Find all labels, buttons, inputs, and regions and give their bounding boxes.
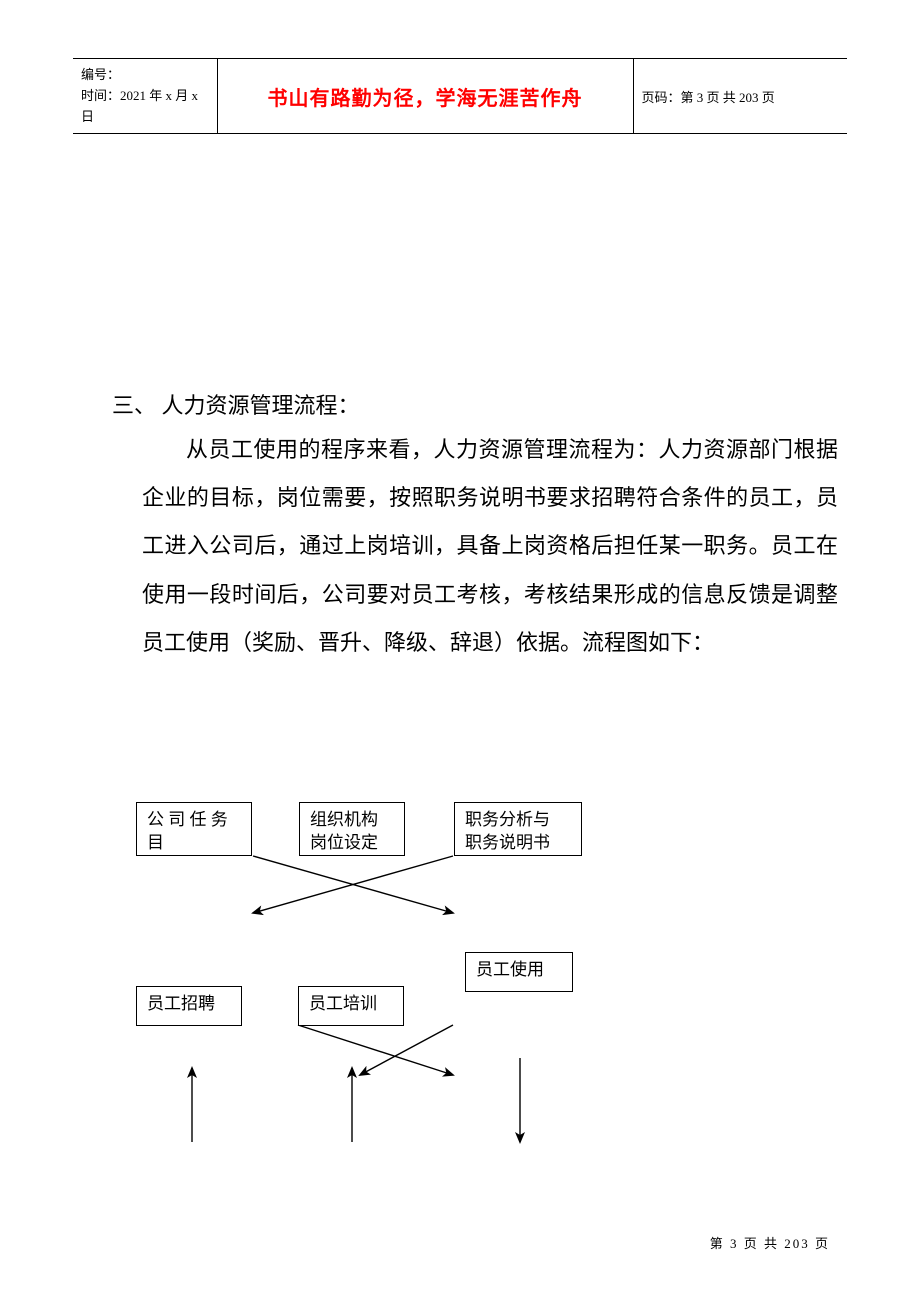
flowchart-node: 公 司 任 务 目 bbox=[136, 802, 252, 856]
page-footer: 第 3 页 共 203 页 bbox=[710, 1233, 830, 1252]
header-page-label: 页码：第 3 页 共 203 页 bbox=[633, 59, 847, 134]
section-body: 三、 人力资源管理流程： 从员工使用的程序来看，人力资源管理流程为：人力资源部门… bbox=[112, 386, 828, 668]
header-motto: 书山有路勤为径，学海无涯苦作舟 bbox=[217, 59, 633, 134]
flowchart-node: 员工招聘 bbox=[136, 986, 242, 1026]
header-table: 编号： 时间：2021 年 x 月 x 日 书山有路勤为径，学海无涯苦作舟 页码… bbox=[73, 58, 847, 134]
header-left-cell: 编号： 时间：2021 年 x 月 x 日 bbox=[73, 59, 217, 134]
section-title: 三、 人力资源管理流程： bbox=[112, 386, 828, 426]
flowchart-node: 员工培训 bbox=[298, 986, 404, 1026]
section-paragraph: 从员工使用的程序来看，人力资源管理流程为：人力资源部门根据企业的目标，岗位需要，… bbox=[142, 426, 838, 668]
flowchart-node: 职务分析与 职务说明书 bbox=[454, 802, 582, 856]
doc-time-label: 时间：2021 年 x 月 x 日 bbox=[81, 86, 209, 128]
doc-id-label: 编号： bbox=[81, 65, 209, 86]
flowchart-node: 组织机构 岗位设定 bbox=[299, 802, 405, 856]
flowchart-node: 员工使用 bbox=[465, 952, 573, 992]
